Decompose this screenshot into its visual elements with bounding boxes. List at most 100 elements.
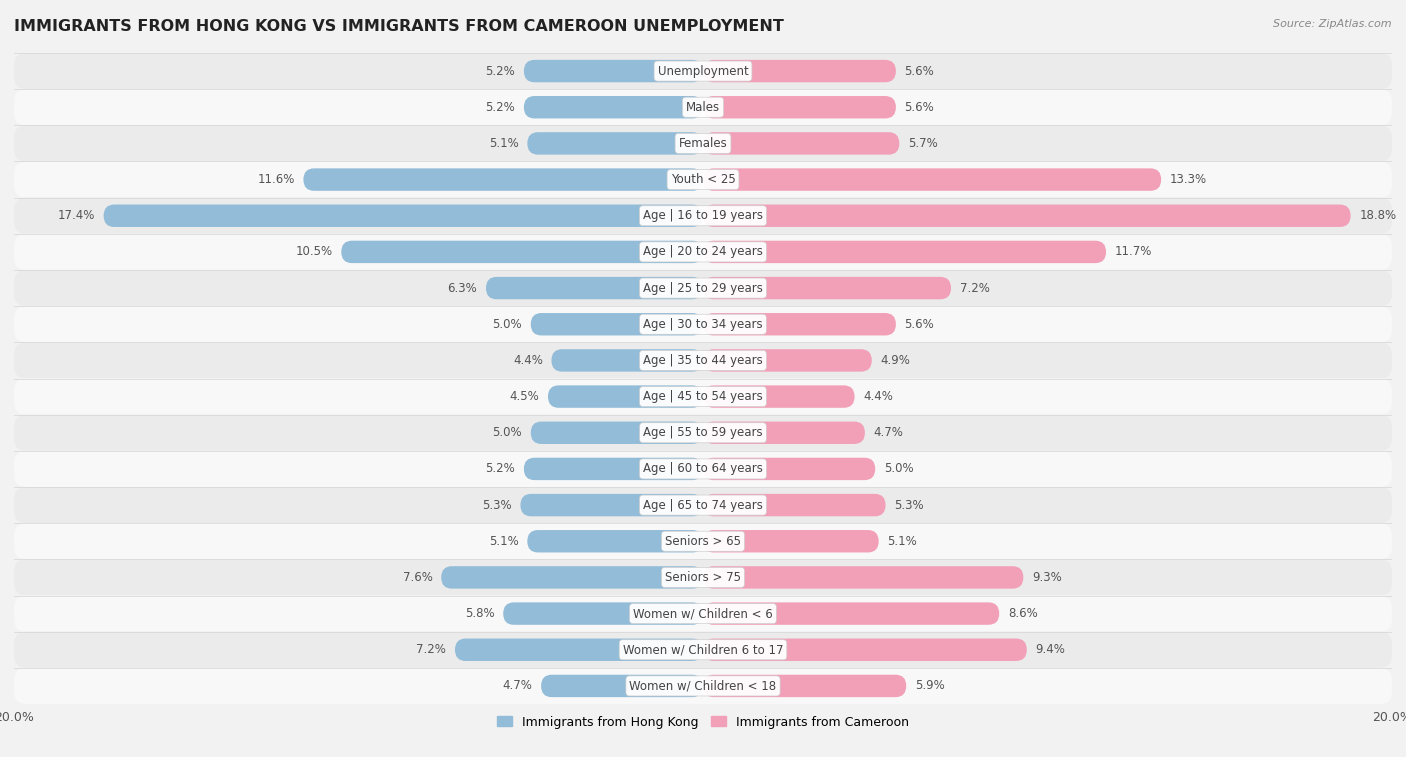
Text: 11.6%: 11.6%	[257, 173, 295, 186]
FancyBboxPatch shape	[703, 494, 886, 516]
Text: 5.2%: 5.2%	[485, 101, 515, 114]
FancyBboxPatch shape	[703, 132, 900, 154]
Text: 5.3%: 5.3%	[482, 499, 512, 512]
Text: Unemployment: Unemployment	[658, 64, 748, 77]
Text: 8.6%: 8.6%	[1008, 607, 1038, 620]
Text: 5.1%: 5.1%	[887, 534, 917, 548]
FancyBboxPatch shape	[703, 639, 1026, 661]
FancyBboxPatch shape	[703, 277, 950, 299]
FancyBboxPatch shape	[703, 96, 896, 118]
FancyBboxPatch shape	[14, 631, 1392, 668]
Text: 5.3%: 5.3%	[894, 499, 924, 512]
FancyBboxPatch shape	[14, 126, 1392, 161]
FancyBboxPatch shape	[527, 530, 703, 553]
FancyBboxPatch shape	[531, 422, 703, 444]
Text: 4.7%: 4.7%	[873, 426, 904, 439]
FancyBboxPatch shape	[703, 60, 896, 83]
FancyBboxPatch shape	[703, 349, 872, 372]
Text: Age | 30 to 34 years: Age | 30 to 34 years	[643, 318, 763, 331]
Text: Seniors > 65: Seniors > 65	[665, 534, 741, 548]
Text: Females: Females	[679, 137, 727, 150]
FancyBboxPatch shape	[14, 306, 1392, 342]
FancyBboxPatch shape	[703, 241, 1107, 263]
FancyBboxPatch shape	[104, 204, 703, 227]
Text: 9.3%: 9.3%	[1032, 571, 1062, 584]
Text: Women w/ Children < 18: Women w/ Children < 18	[630, 680, 776, 693]
Text: Age | 60 to 64 years: Age | 60 to 64 years	[643, 463, 763, 475]
FancyBboxPatch shape	[14, 668, 1392, 704]
FancyBboxPatch shape	[524, 96, 703, 118]
Text: Age | 45 to 54 years: Age | 45 to 54 years	[643, 390, 763, 403]
Text: 7.2%: 7.2%	[960, 282, 990, 294]
Text: 7.2%: 7.2%	[416, 643, 446, 656]
Text: 5.7%: 5.7%	[908, 137, 938, 150]
Text: 5.0%: 5.0%	[884, 463, 914, 475]
Text: Women w/ Children 6 to 17: Women w/ Children 6 to 17	[623, 643, 783, 656]
Text: 4.4%: 4.4%	[863, 390, 893, 403]
Text: 4.9%: 4.9%	[880, 354, 910, 367]
FancyBboxPatch shape	[14, 198, 1392, 234]
FancyBboxPatch shape	[531, 313, 703, 335]
FancyBboxPatch shape	[703, 530, 879, 553]
Text: 17.4%: 17.4%	[58, 209, 96, 223]
Text: 5.2%: 5.2%	[485, 463, 515, 475]
FancyBboxPatch shape	[14, 378, 1392, 415]
FancyBboxPatch shape	[14, 487, 1392, 523]
Text: 4.4%: 4.4%	[513, 354, 543, 367]
FancyBboxPatch shape	[703, 204, 1351, 227]
FancyBboxPatch shape	[14, 523, 1392, 559]
FancyBboxPatch shape	[14, 270, 1392, 306]
FancyBboxPatch shape	[541, 674, 703, 697]
FancyBboxPatch shape	[703, 458, 875, 480]
FancyBboxPatch shape	[551, 349, 703, 372]
Text: Age | 20 to 24 years: Age | 20 to 24 years	[643, 245, 763, 258]
Text: 5.1%: 5.1%	[489, 534, 519, 548]
Text: 5.1%: 5.1%	[489, 137, 519, 150]
FancyBboxPatch shape	[14, 161, 1392, 198]
FancyBboxPatch shape	[14, 559, 1392, 596]
FancyBboxPatch shape	[527, 132, 703, 154]
Text: 7.6%: 7.6%	[402, 571, 433, 584]
FancyBboxPatch shape	[14, 342, 1392, 378]
FancyBboxPatch shape	[14, 596, 1392, 631]
FancyBboxPatch shape	[520, 494, 703, 516]
Text: 10.5%: 10.5%	[295, 245, 333, 258]
Text: Age | 25 to 29 years: Age | 25 to 29 years	[643, 282, 763, 294]
FancyBboxPatch shape	[548, 385, 703, 408]
Text: Source: ZipAtlas.com: Source: ZipAtlas.com	[1274, 19, 1392, 29]
Text: 5.0%: 5.0%	[492, 426, 522, 439]
Text: Age | 55 to 59 years: Age | 55 to 59 years	[643, 426, 763, 439]
FancyBboxPatch shape	[486, 277, 703, 299]
FancyBboxPatch shape	[456, 639, 703, 661]
Text: 11.7%: 11.7%	[1115, 245, 1152, 258]
FancyBboxPatch shape	[703, 674, 907, 697]
FancyBboxPatch shape	[14, 415, 1392, 451]
Text: Age | 65 to 74 years: Age | 65 to 74 years	[643, 499, 763, 512]
Text: IMMIGRANTS FROM HONG KONG VS IMMIGRANTS FROM CAMEROON UNEMPLOYMENT: IMMIGRANTS FROM HONG KONG VS IMMIGRANTS …	[14, 19, 785, 34]
Text: Males: Males	[686, 101, 720, 114]
Text: 4.5%: 4.5%	[509, 390, 540, 403]
Text: 13.3%: 13.3%	[1170, 173, 1206, 186]
Text: 18.8%: 18.8%	[1360, 209, 1396, 223]
Text: Seniors > 75: Seniors > 75	[665, 571, 741, 584]
FancyBboxPatch shape	[304, 168, 703, 191]
Text: Youth < 25: Youth < 25	[671, 173, 735, 186]
Text: 5.8%: 5.8%	[465, 607, 495, 620]
FancyBboxPatch shape	[342, 241, 703, 263]
FancyBboxPatch shape	[14, 53, 1392, 89]
Text: 5.6%: 5.6%	[904, 101, 934, 114]
Text: Age | 16 to 19 years: Age | 16 to 19 years	[643, 209, 763, 223]
FancyBboxPatch shape	[703, 603, 1000, 625]
FancyBboxPatch shape	[703, 385, 855, 408]
Text: Women w/ Children < 6: Women w/ Children < 6	[633, 607, 773, 620]
Text: 4.7%: 4.7%	[502, 680, 533, 693]
FancyBboxPatch shape	[703, 313, 896, 335]
Text: 5.6%: 5.6%	[904, 64, 934, 77]
Text: 5.0%: 5.0%	[492, 318, 522, 331]
Text: 9.4%: 9.4%	[1035, 643, 1066, 656]
FancyBboxPatch shape	[524, 458, 703, 480]
Text: 5.9%: 5.9%	[915, 680, 945, 693]
Text: 6.3%: 6.3%	[447, 282, 478, 294]
Text: 5.2%: 5.2%	[485, 64, 515, 77]
Text: 5.6%: 5.6%	[904, 318, 934, 331]
